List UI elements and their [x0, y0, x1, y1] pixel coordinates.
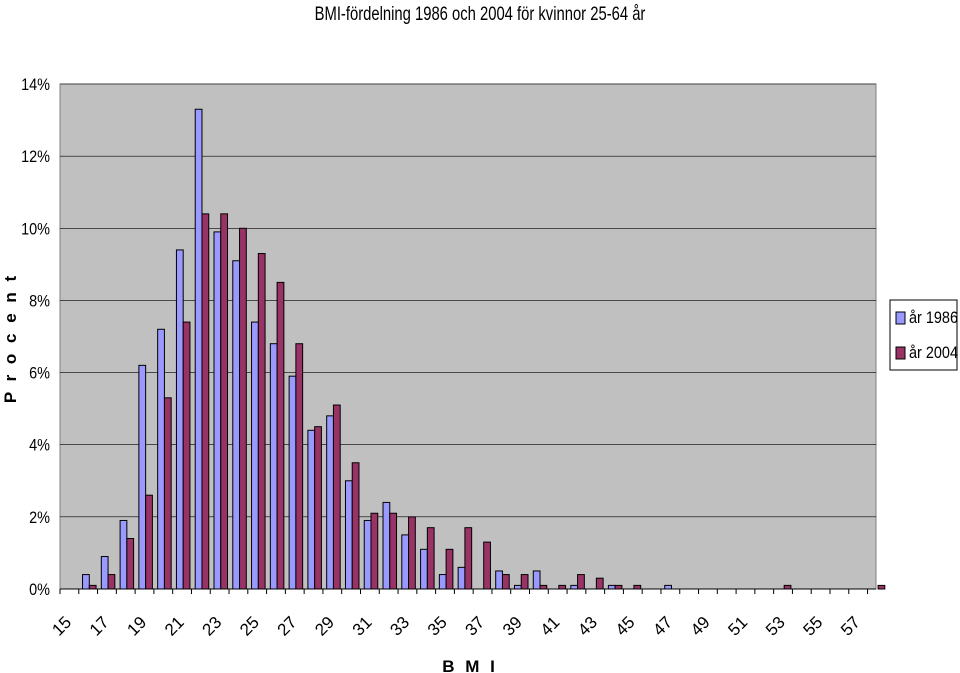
bar-series1	[420, 548, 428, 590]
legend: år 1986 år 2004	[889, 299, 958, 371]
bar-series1	[213, 231, 222, 590]
bar-series2	[445, 548, 454, 590]
y-tick-label: 12%	[21, 148, 50, 166]
x-tick-label: 27	[274, 613, 301, 640]
bar-series1	[457, 566, 466, 590]
x-tick-label: 31	[349, 613, 376, 640]
legend-swatch	[895, 311, 906, 325]
bar-series2	[239, 227, 247, 590]
x-tick-label: 35	[424, 613, 451, 640]
x-tick-label: 51	[724, 613, 751, 640]
x-tick-label: 49	[687, 613, 714, 640]
bar-series1	[119, 519, 128, 590]
bar-series2	[408, 516, 416, 590]
bar-series2	[464, 527, 473, 590]
x-tick-label: 23	[199, 613, 226, 640]
legend-entry: år 2004	[909, 343, 958, 362]
legend-entry: år 1986	[909, 308, 958, 327]
y-tick-label: 8%	[29, 292, 50, 310]
bar-series1	[607, 584, 616, 590]
bar-series2	[295, 343, 304, 590]
x-tick-label: 55	[800, 613, 827, 640]
legend-swatch	[895, 346, 906, 360]
bar-series1	[495, 570, 503, 590]
bar-series2	[426, 527, 435, 590]
bar-series1	[326, 415, 334, 590]
x-axis-label: B M I	[442, 657, 498, 673]
bar-series1	[344, 480, 353, 590]
bar-series2	[257, 253, 266, 590]
bar-series2	[633, 584, 642, 590]
bar-series2	[595, 577, 604, 590]
bar-series2	[145, 494, 153, 590]
x-tick-label: 39	[499, 613, 526, 640]
y-tick-label: 4%	[29, 437, 50, 455]
bar-series1	[175, 249, 184, 590]
x-tick-label: 21	[161, 613, 188, 640]
bar-series2	[577, 574, 585, 590]
bar-series2	[220, 213, 229, 590]
bar-series2	[163, 397, 172, 590]
bar-series2	[332, 404, 341, 590]
bar-series1	[513, 584, 522, 590]
bar-series1	[363, 519, 372, 590]
bar-series1	[194, 108, 203, 590]
bar-series1	[251, 321, 259, 590]
bar-series1	[157, 328, 165, 590]
bar-series2	[520, 574, 529, 590]
x-tick-label: 37	[462, 613, 489, 640]
x-tick-label: 41	[537, 613, 564, 640]
x-tick-label: 25	[236, 613, 263, 640]
bar-series2	[501, 574, 510, 590]
bar-series1	[401, 534, 410, 590]
y-tick-label: 6%	[29, 365, 50, 383]
bar-series2	[276, 281, 285, 590]
y-tick-label: 2%	[29, 509, 50, 527]
bar-series2	[182, 321, 191, 590]
bar-series1	[382, 501, 391, 590]
y-tick-label: 10%	[21, 220, 50, 238]
bar-series2	[558, 584, 567, 590]
bar-series2	[88, 584, 97, 590]
bar-series2	[614, 584, 623, 590]
bar-series1	[438, 574, 447, 590]
x-tick-label: 19	[123, 613, 150, 640]
bar-series1	[664, 584, 672, 590]
x-tick-label: 43	[574, 613, 601, 640]
bar-series2	[483, 541, 491, 590]
bar-series1	[82, 574, 90, 590]
bar-series1	[532, 570, 541, 590]
bar-series1	[269, 343, 278, 590]
x-tick-label: 29	[311, 613, 338, 640]
x-tick-label: 57	[837, 613, 864, 640]
bar-series1	[307, 429, 316, 590]
plot-area: 0% 2% 4% 6% 8% 10% 12% 14% 15 17 19 21 23 25 27 29 31 33 3…	[21, 76, 886, 640]
chart-title: BMI-fördelning 1986 och 2004 för kvinnor…	[315, 3, 646, 24]
bar-series2	[389, 512, 398, 590]
x-tick-label: 47	[649, 613, 676, 640]
bar-series1	[288, 375, 297, 590]
bar-series2	[201, 213, 210, 590]
x-tick-label: 15	[48, 613, 75, 640]
bar-series2	[351, 462, 360, 590]
x-tick-label: 33	[386, 613, 413, 640]
bar-series2	[783, 584, 792, 590]
x-tick-label: 45	[612, 613, 639, 640]
bar-series1	[100, 556, 109, 590]
bar-series2	[539, 584, 548, 590]
bar-series2	[314, 426, 322, 590]
y-tick-label: 14%	[21, 76, 50, 94]
bar-series2	[370, 512, 379, 590]
bar-series2	[107, 574, 116, 590]
y-axis-label: P r o c e n t	[1, 273, 20, 403]
bar-series2	[877, 584, 886, 590]
x-tick-label: 53	[762, 613, 789, 640]
bar-series1	[138, 364, 147, 590]
bar-series2	[126, 538, 135, 590]
x-tick-label: 17	[86, 613, 113, 640]
bar-series1	[232, 260, 241, 590]
bar-series1	[570, 584, 579, 590]
y-tick-label: 0%	[29, 581, 50, 599]
